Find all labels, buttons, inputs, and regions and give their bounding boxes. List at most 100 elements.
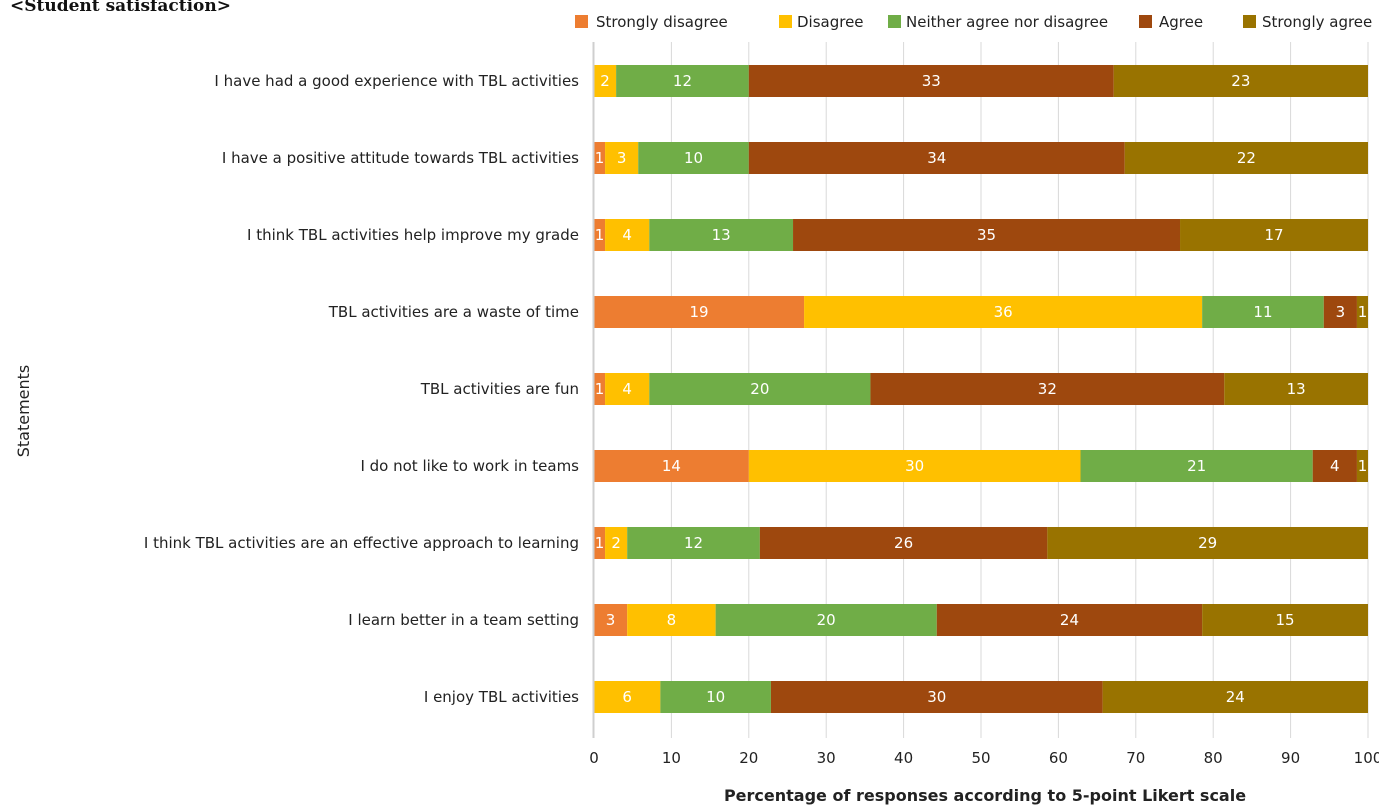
bar-segment-5-2 (1080, 450, 1313, 482)
category-label-8: I enjoy TBL activities (424, 688, 579, 706)
legend: Strongly disagree Disagree Neither agree n… (575, 13, 1372, 31)
bar-label-2-1: 4 (622, 226, 632, 244)
bar-label-3-1: 36 (994, 303, 1013, 321)
bar-segment-1-4 (1124, 142, 1368, 174)
bar-segment-3-2 (1202, 296, 1324, 328)
bar-segment-4-0 (594, 373, 606, 405)
bar-segment-8-2 (660, 681, 771, 713)
bar-label-3-2: 11 (1253, 303, 1272, 321)
bar-segment-1-1 (605, 142, 639, 174)
bar-segment-5-0 (594, 450, 749, 482)
bar-label-7-0: 3 (606, 611, 616, 629)
bar-segment-0-4 (1113, 65, 1368, 97)
x-tick-label-5: 50 (971, 749, 990, 767)
bar-segment-0-3 (748, 65, 1114, 97)
bar-label-5-1: 30 (905, 457, 924, 475)
bar-label-7-4: 15 (1276, 611, 1295, 629)
bar-label-4-4: 13 (1287, 380, 1306, 398)
bar-label-7-1: 8 (667, 611, 677, 629)
bar-label-1-0: 1 (595, 149, 605, 167)
category-label-3: TBL activities are a waste of time (328, 303, 579, 321)
bar-segment-3-1 (804, 296, 1203, 328)
bar-segment-0-1 (594, 65, 617, 97)
bar-label-2-4: 17 (1264, 226, 1283, 244)
bar-segment-5-3 (1312, 450, 1357, 482)
bar-label-3-0: 19 (689, 303, 708, 321)
x-tick-label-0: 0 (589, 749, 599, 767)
bar-label-5-0: 14 (662, 457, 681, 475)
bar-label-2-0: 1 (595, 226, 605, 244)
category-label-6: I think TBL activities are an effective … (144, 534, 579, 552)
bar-label-4-3: 32 (1038, 380, 1057, 398)
bar-segment-4-4 (1224, 373, 1368, 405)
bar-label-0-2: 12 (673, 72, 692, 90)
bar-label-0-3: 33 (922, 72, 941, 90)
bar-segment-2-0 (594, 219, 606, 251)
bar-segment-4-2 (649, 373, 871, 405)
bar-segment-4-3 (870, 373, 1225, 405)
legend-label-1: Disagree (797, 13, 864, 31)
bar-label-1-2: 10 (684, 149, 703, 167)
bar-label-3-3: 3 (1336, 303, 1346, 321)
x-tick-label-3: 30 (817, 749, 836, 767)
bar-label-6-2: 12 (684, 534, 703, 552)
bar-segment-5-1 (748, 450, 1081, 482)
legend-label-2: Neither agree nor disagree (906, 13, 1108, 31)
x-tick-label-9: 90 (1281, 749, 1300, 767)
x-tick-labels: 0 10 20 30 40 50 60 70 80 90 100 (589, 749, 1379, 767)
chart-title: <Student satisfaction> (10, 0, 231, 16)
bar-label-4-0: 1 (595, 380, 605, 398)
category-label-7: I learn better in a team setting (348, 611, 579, 629)
bar-label-7-3: 24 (1060, 611, 1079, 629)
x-axis-title: Percentage of responses according to 5-p… (724, 786, 1246, 805)
bar-segment-3-4 (1356, 296, 1368, 328)
bar-label-5-3: 4 (1330, 457, 1340, 475)
bar-label-6-3: 26 (894, 534, 913, 552)
bar-label-2-2: 13 (712, 226, 731, 244)
category-label-1: I have a positive attitude towards TBL a… (222, 149, 579, 167)
bar-segment-6-2 (627, 527, 760, 559)
bar-segment-3-3 (1323, 296, 1357, 328)
bar-segment-2-2 (649, 219, 794, 251)
bar-segment-5-4 (1356, 450, 1368, 482)
bar-segment-4-1 (605, 373, 650, 405)
bar-segment-1-3 (748, 142, 1125, 174)
bar-segment-1-0 (594, 142, 606, 174)
bar-label-8-3: 30 (927, 688, 946, 706)
bar-segment-7-4 (1202, 604, 1368, 636)
y-axis-title: Statements (14, 365, 33, 458)
bar-segment-2-1 (605, 219, 650, 251)
bar-label-1-3: 34 (927, 149, 946, 167)
category-label-4: TBL activities are fun (420, 380, 579, 398)
bar-segment-1-2 (638, 142, 749, 174)
bar-segment-6-4 (1047, 527, 1368, 559)
bar-segment-0-2 (616, 65, 749, 97)
bar-label-2-3: 35 (977, 226, 996, 244)
legend-swatch-2 (888, 15, 901, 28)
bar-label-8-2: 10 (706, 688, 725, 706)
x-tick-label-10: 100 (1354, 749, 1379, 767)
category-label-2: I think TBL activities help improve my g… (247, 226, 579, 244)
legend-swatch-0 (575, 15, 588, 28)
bar-label-5-2: 21 (1187, 457, 1206, 475)
bar-label-0-4: 23 (1231, 72, 1250, 90)
x-tick-label-4: 40 (894, 749, 913, 767)
legend-label-4: Strongly agree (1262, 13, 1372, 31)
bar-segment-8-1 (594, 681, 661, 713)
bar-label-4-2: 20 (750, 380, 769, 398)
bars: 0212332313103422141335171936113114203213… (594, 65, 1368, 713)
legend-swatch-4 (1243, 15, 1256, 28)
x-tick-label-7: 70 (1126, 749, 1145, 767)
bar-label-7-2: 20 (817, 611, 836, 629)
bar-segment-6-0 (594, 527, 606, 559)
x-tick-label-2: 20 (739, 749, 758, 767)
legend-swatch-3 (1139, 15, 1152, 28)
bar-segment-7-3 (936, 604, 1203, 636)
bar-label-6-0: 1 (595, 534, 605, 552)
legend-swatch-1 (779, 15, 792, 28)
bar-segment-2-3 (793, 219, 1181, 251)
bar-label-3-4: 1 (1358, 303, 1368, 321)
bar-segment-7-0 (594, 604, 628, 636)
bar-label-6-4: 29 (1198, 534, 1217, 552)
